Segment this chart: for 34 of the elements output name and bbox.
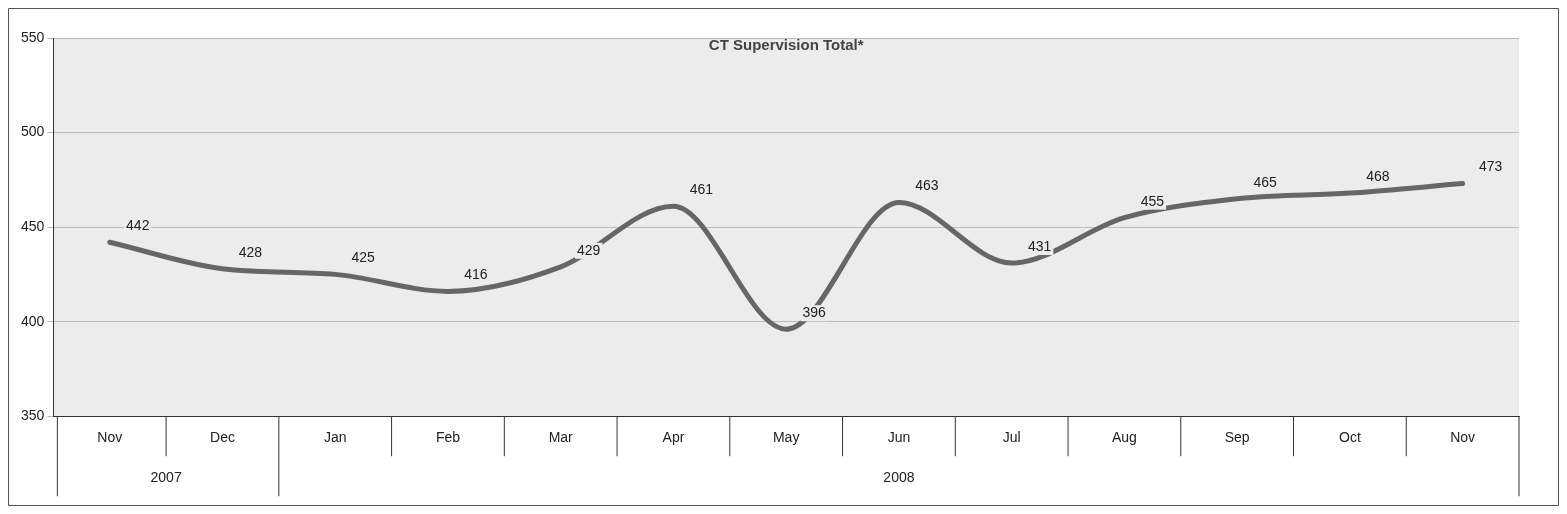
x-tick-label: Mar	[548, 429, 574, 446]
data-label: 473	[1478, 158, 1503, 175]
data-label: 461	[689, 181, 714, 198]
y-tick-label: 500	[21, 123, 45, 140]
text: 2008	[883, 469, 915, 486]
x-tick-label: Sep	[1224, 429, 1250, 446]
text: 2007	[150, 469, 182, 486]
x-tick-label: Nov	[97, 429, 123, 446]
data-label: 431	[1027, 237, 1052, 254]
data-label: 442	[126, 217, 150, 234]
x-tick-label: Jan	[323, 429, 347, 446]
x-tick-label: Oct	[1339, 429, 1361, 446]
x-tick-label: May	[772, 429, 800, 446]
x-tick-label: Feb	[435, 429, 461, 446]
data-label: 396	[802, 304, 827, 321]
x-tick-label: Dec	[210, 429, 235, 446]
chart-title: CT Supervision Total*	[708, 36, 864, 54]
x-tick-label: Apr	[662, 429, 685, 446]
data-label: 429	[577, 241, 601, 258]
data-label: 428	[238, 243, 263, 260]
x-tick-label: Jul	[1002, 429, 1021, 446]
y-tick-label: 400	[21, 312, 45, 329]
x-tick-label: Nov	[1450, 429, 1476, 446]
y-tick-label: 350	[21, 407, 45, 424]
y-tick-label: 550	[21, 28, 45, 45]
data-label: 468	[1366, 167, 1390, 184]
x-tick-label: Jun	[887, 429, 911, 446]
data-label: 463	[915, 177, 939, 194]
data-label: 425	[351, 249, 376, 266]
x-tick-label: Aug	[1111, 429, 1137, 446]
data-label: 465	[1253, 173, 1278, 190]
data-label: 455	[1140, 192, 1165, 209]
y-tick-label: 450	[21, 217, 45, 234]
data-label: 416	[464, 266, 488, 283]
